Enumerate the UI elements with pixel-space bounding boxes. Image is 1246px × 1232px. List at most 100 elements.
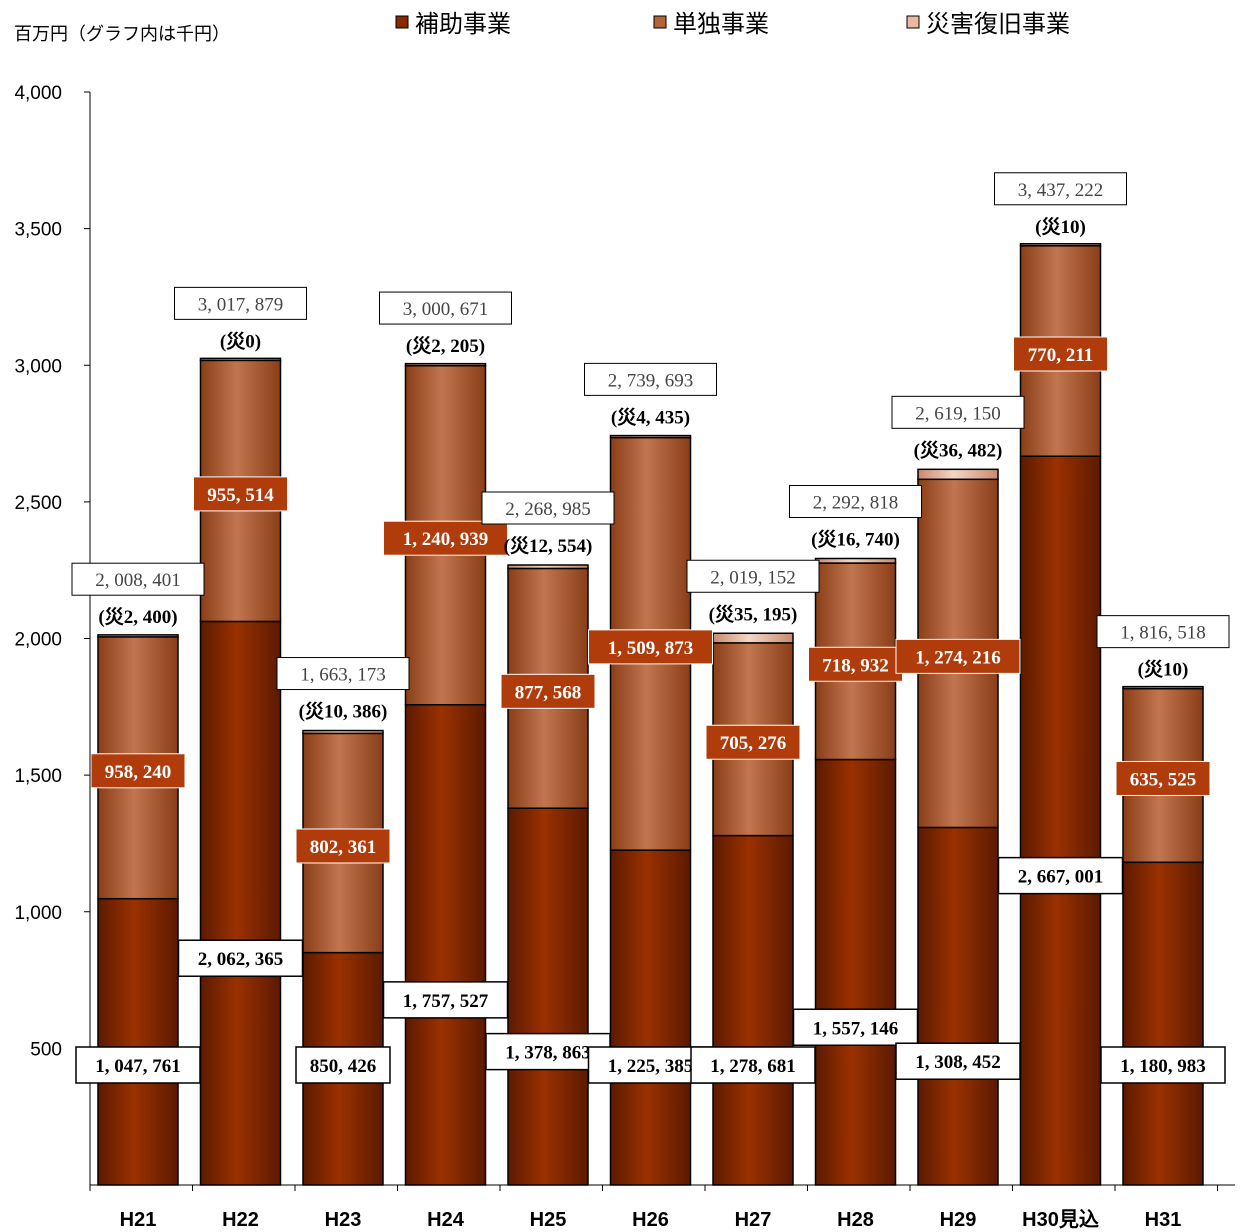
bar-segment-3 <box>609 434 692 439</box>
bar-segment-3 <box>507 564 589 570</box>
data-label-hojo: 2, 062, 365 <box>198 949 284 970</box>
data-label-total: 1, 816, 518 <box>1120 623 1206 644</box>
bar-segment-1 <box>917 826 999 1186</box>
data-label-tandoku: 635, 525 <box>1130 769 1197 790</box>
bar-segment-3 <box>302 729 384 735</box>
data-label-total: 2, 268, 985 <box>505 499 591 520</box>
data-label-tandoku-box <box>295 828 391 864</box>
data-label-tandoku-box <box>500 673 596 709</box>
data-label-tandoku: 958, 240 <box>105 762 172 783</box>
data-label-total-box <box>686 559 820 593</box>
data-label-saigai: (災0) <box>220 330 261 352</box>
bar-segment-3 <box>1019 243 1102 247</box>
x-tick-label: H22 <box>222 1209 259 1231</box>
data-label-total: 3, 017, 879 <box>198 294 284 315</box>
x-tick-label: H24 <box>427 1209 465 1231</box>
data-labels: 1, 047, 761 958, 240 (災2, 400) 2, 008, 401 2… <box>71 172 1230 1084</box>
data-label-hojo-box <box>792 1008 919 1047</box>
data-label-hojo: 1, 557, 146 <box>813 1018 899 1039</box>
x-tick-label: H25 <box>530 1209 567 1231</box>
data-label-total: 1, 663, 173 <box>300 665 386 686</box>
bar-segment-1 <box>97 897 179 1186</box>
data-label-tandoku-box <box>1013 336 1108 372</box>
bar-segment-1 <box>1122 861 1204 1186</box>
bar-segment-1 <box>712 834 794 1186</box>
bar-segment-1 <box>507 807 589 1186</box>
data-label-saigai: (災10) <box>1035 216 1086 238</box>
x-tick-label: H23 <box>325 1209 362 1231</box>
data-label-total-box <box>891 395 1025 429</box>
y-axis-unit-label: 百万円（グラフ内は千円） <box>14 24 230 44</box>
data-label-tandoku-box <box>90 753 186 789</box>
data-label-tandoku-box <box>705 724 801 760</box>
data-label-total-box <box>71 562 205 596</box>
legend-swatch-2 <box>653 15 667 29</box>
data-label-total: 2, 292, 818 <box>813 492 899 513</box>
x-tick-label: H28 <box>837 1209 874 1231</box>
data-label-hojo-box <box>895 1042 1021 1080</box>
data-label-saigai: (災2, 400) <box>98 606 177 628</box>
legend-label-3: 災害復旧事業 <box>926 11 1070 38</box>
data-label-total-box <box>174 286 307 320</box>
data-label-tandoku: 877, 568 <box>515 682 582 703</box>
data-label-tandoku-box <box>193 476 288 512</box>
data-label-tandoku: 955, 514 <box>207 485 274 506</box>
data-label-hojo: 2, 667, 001 <box>1018 867 1104 888</box>
data-label-hojo-box <box>75 1046 201 1084</box>
x-tick-label: H30見込 <box>1022 1208 1099 1231</box>
x-tick-label: H31 <box>1145 1209 1182 1231</box>
data-label-hojo: 1, 278, 681 <box>710 1056 796 1077</box>
legend: 補助事業 単独事業 災害復旧事業 <box>395 11 1070 38</box>
data-label-hojo: 1, 180, 983 <box>1120 1056 1206 1077</box>
data-label-tandoku: 718, 932 <box>822 655 889 676</box>
data-label-saigai: (災12, 554) <box>504 535 593 557</box>
bar-segment-1 <box>609 849 692 1186</box>
data-label-hojo-box <box>177 939 304 977</box>
data-label-saigai: (災16, 740) <box>811 528 900 550</box>
bar-segment-1 <box>814 758 897 1186</box>
data-label-tandoku: 802, 361 <box>310 837 377 858</box>
bar-segment-1 <box>404 704 487 1186</box>
data-label-hojo: 1, 225, 385 <box>608 1056 694 1077</box>
data-label-tandoku-box <box>588 629 713 665</box>
data-label-hojo-box <box>997 856 1124 895</box>
data-label-tandoku: 1, 509, 873 <box>608 638 694 659</box>
data-label-tandoku-box <box>1115 760 1211 796</box>
bar-segment-3 <box>97 634 179 638</box>
data-label-tandoku-box <box>383 520 508 556</box>
data-label-saigai: (災36, 482) <box>914 439 1003 461</box>
legend-label-2: 単独事業 <box>673 11 769 38</box>
data-label-total: 2, 739, 693 <box>608 370 694 391</box>
data-label-saigai: (災4, 435) <box>611 406 690 428</box>
data-label-hojo: 1, 378, 863 <box>505 1043 591 1064</box>
legend-label-1: 補助事業 <box>415 11 511 38</box>
data-label-total-box <box>379 291 512 325</box>
x-tick-label: H27 <box>735 1209 772 1231</box>
data-label-total-box <box>481 491 615 525</box>
bar-segment-3 <box>917 468 999 481</box>
data-label-saigai: (災10, 386) <box>299 701 388 723</box>
data-label-tandoku: 770, 211 <box>1028 345 1093 366</box>
data-label-total-box <box>994 172 1127 206</box>
y-tick-label: 4,000 <box>14 83 62 104</box>
y-tick-label: 500 <box>30 1039 62 1060</box>
data-label-total-box <box>584 362 717 396</box>
data-label-hojo: 1, 047, 761 <box>95 1056 181 1077</box>
data-label-hojo: 1, 757, 527 <box>403 991 489 1012</box>
data-label-total: 2, 619, 150 <box>915 403 1001 424</box>
x-tick-label: H26 <box>632 1209 669 1231</box>
data-label-hojo: 850, 426 <box>310 1056 377 1077</box>
x-tick-label: H21 <box>120 1209 157 1231</box>
legend-swatch-3 <box>906 15 920 29</box>
data-label-tandoku: 1, 274, 216 <box>915 647 1001 668</box>
x-tick-label: H29 <box>940 1209 977 1231</box>
data-label-total: 3, 437, 222 <box>1018 180 1104 201</box>
bar-segment-3 <box>712 632 794 644</box>
data-label-saigai: (災10) <box>1138 659 1189 681</box>
legend-swatch-1 <box>395 15 409 29</box>
bar-segment-3 <box>814 557 897 564</box>
data-label-total-box <box>789 484 922 518</box>
data-label-hojo-box <box>690 1046 816 1084</box>
bar-segment-1 <box>199 620 282 1186</box>
